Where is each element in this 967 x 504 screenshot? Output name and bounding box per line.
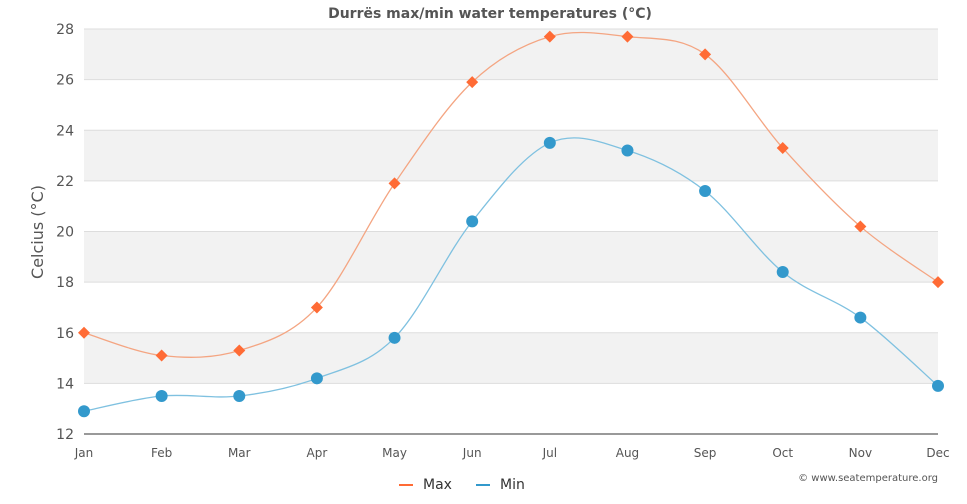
data-point-min[interactable] <box>155 390 168 403</box>
x-tick-label: Jun <box>462 446 482 460</box>
x-tick-label: Oct <box>772 446 793 460</box>
data-point-max[interactable] <box>388 177 401 190</box>
grid-band <box>84 282 938 333</box>
data-point-max[interactable] <box>543 30 556 43</box>
legend-label-max: Max <box>423 477 452 493</box>
x-tick-label: Jul <box>542 446 557 460</box>
data-point-max[interactable] <box>699 48 712 61</box>
x-tick-label: Aug <box>616 446 639 460</box>
data-point-max[interactable] <box>932 276 944 289</box>
grid-band <box>84 130 938 181</box>
x-tick-label: May <box>382 446 407 460</box>
x-tick-label: Mar <box>228 446 251 460</box>
x-tick-label: Dec <box>926 446 949 460</box>
data-point-max[interactable] <box>233 344 246 357</box>
grid-band <box>84 29 938 80</box>
data-point-min[interactable] <box>621 144 634 157</box>
data-point-min[interactable] <box>78 405 90 418</box>
x-tick-label: Feb <box>151 446 172 460</box>
data-point-max[interactable] <box>466 76 479 89</box>
x-tick-label: Apr <box>307 446 328 460</box>
credit-text: © www.seatemperature.org <box>798 473 938 484</box>
y-tick-label: 26 <box>56 73 74 89</box>
grid-band <box>84 180 938 232</box>
data-point-max[interactable] <box>854 220 867 233</box>
y-tick-label: 18 <box>56 275 74 291</box>
y-tick-label: 22 <box>56 174 74 190</box>
legend-item-max[interactable]: Max <box>399 477 452 493</box>
y-axis-label: Celcius (°C) <box>28 185 47 279</box>
grid-band <box>84 383 938 434</box>
y-tick-label: 14 <box>56 376 74 392</box>
x-tick-label: Sep <box>694 446 717 460</box>
data-point-min[interactable] <box>932 379 944 392</box>
data-point-max[interactable] <box>78 326 90 339</box>
legend: Max Min <box>399 477 525 493</box>
data-point-max[interactable] <box>776 141 789 154</box>
data-point-min[interactable] <box>699 185 712 197</box>
legend-label-min: Min <box>500 477 525 493</box>
grid-band <box>84 332 938 384</box>
y-tick-label: 20 <box>56 225 74 241</box>
data-point-max[interactable] <box>621 30 634 43</box>
data-point-min[interactable] <box>543 136 556 149</box>
chart-title: Durrës max/min water temperatures (°C) <box>328 6 652 22</box>
data-point-min[interactable] <box>310 372 323 385</box>
y-tick-label: 12 <box>56 427 74 443</box>
x-tick-label: Jan <box>74 446 94 460</box>
grid-band <box>84 231 938 283</box>
x-tick-label: Nov <box>849 446 872 460</box>
grid-band <box>84 79 938 131</box>
y-tick-label: 28 <box>56 22 74 38</box>
data-point-min[interactable] <box>233 390 246 403</box>
data-point-min[interactable] <box>466 215 479 228</box>
data-point-max[interactable] <box>155 349 168 362</box>
data-point-min[interactable] <box>776 266 789 278</box>
data-point-min[interactable] <box>388 331 401 344</box>
y-tick-label: 16 <box>56 326 74 342</box>
legend-item-min[interactable]: Min <box>476 477 525 493</box>
y-tick-label: 24 <box>56 123 74 139</box>
data-point-max[interactable] <box>310 301 323 314</box>
data-point-min[interactable] <box>854 311 867 324</box>
